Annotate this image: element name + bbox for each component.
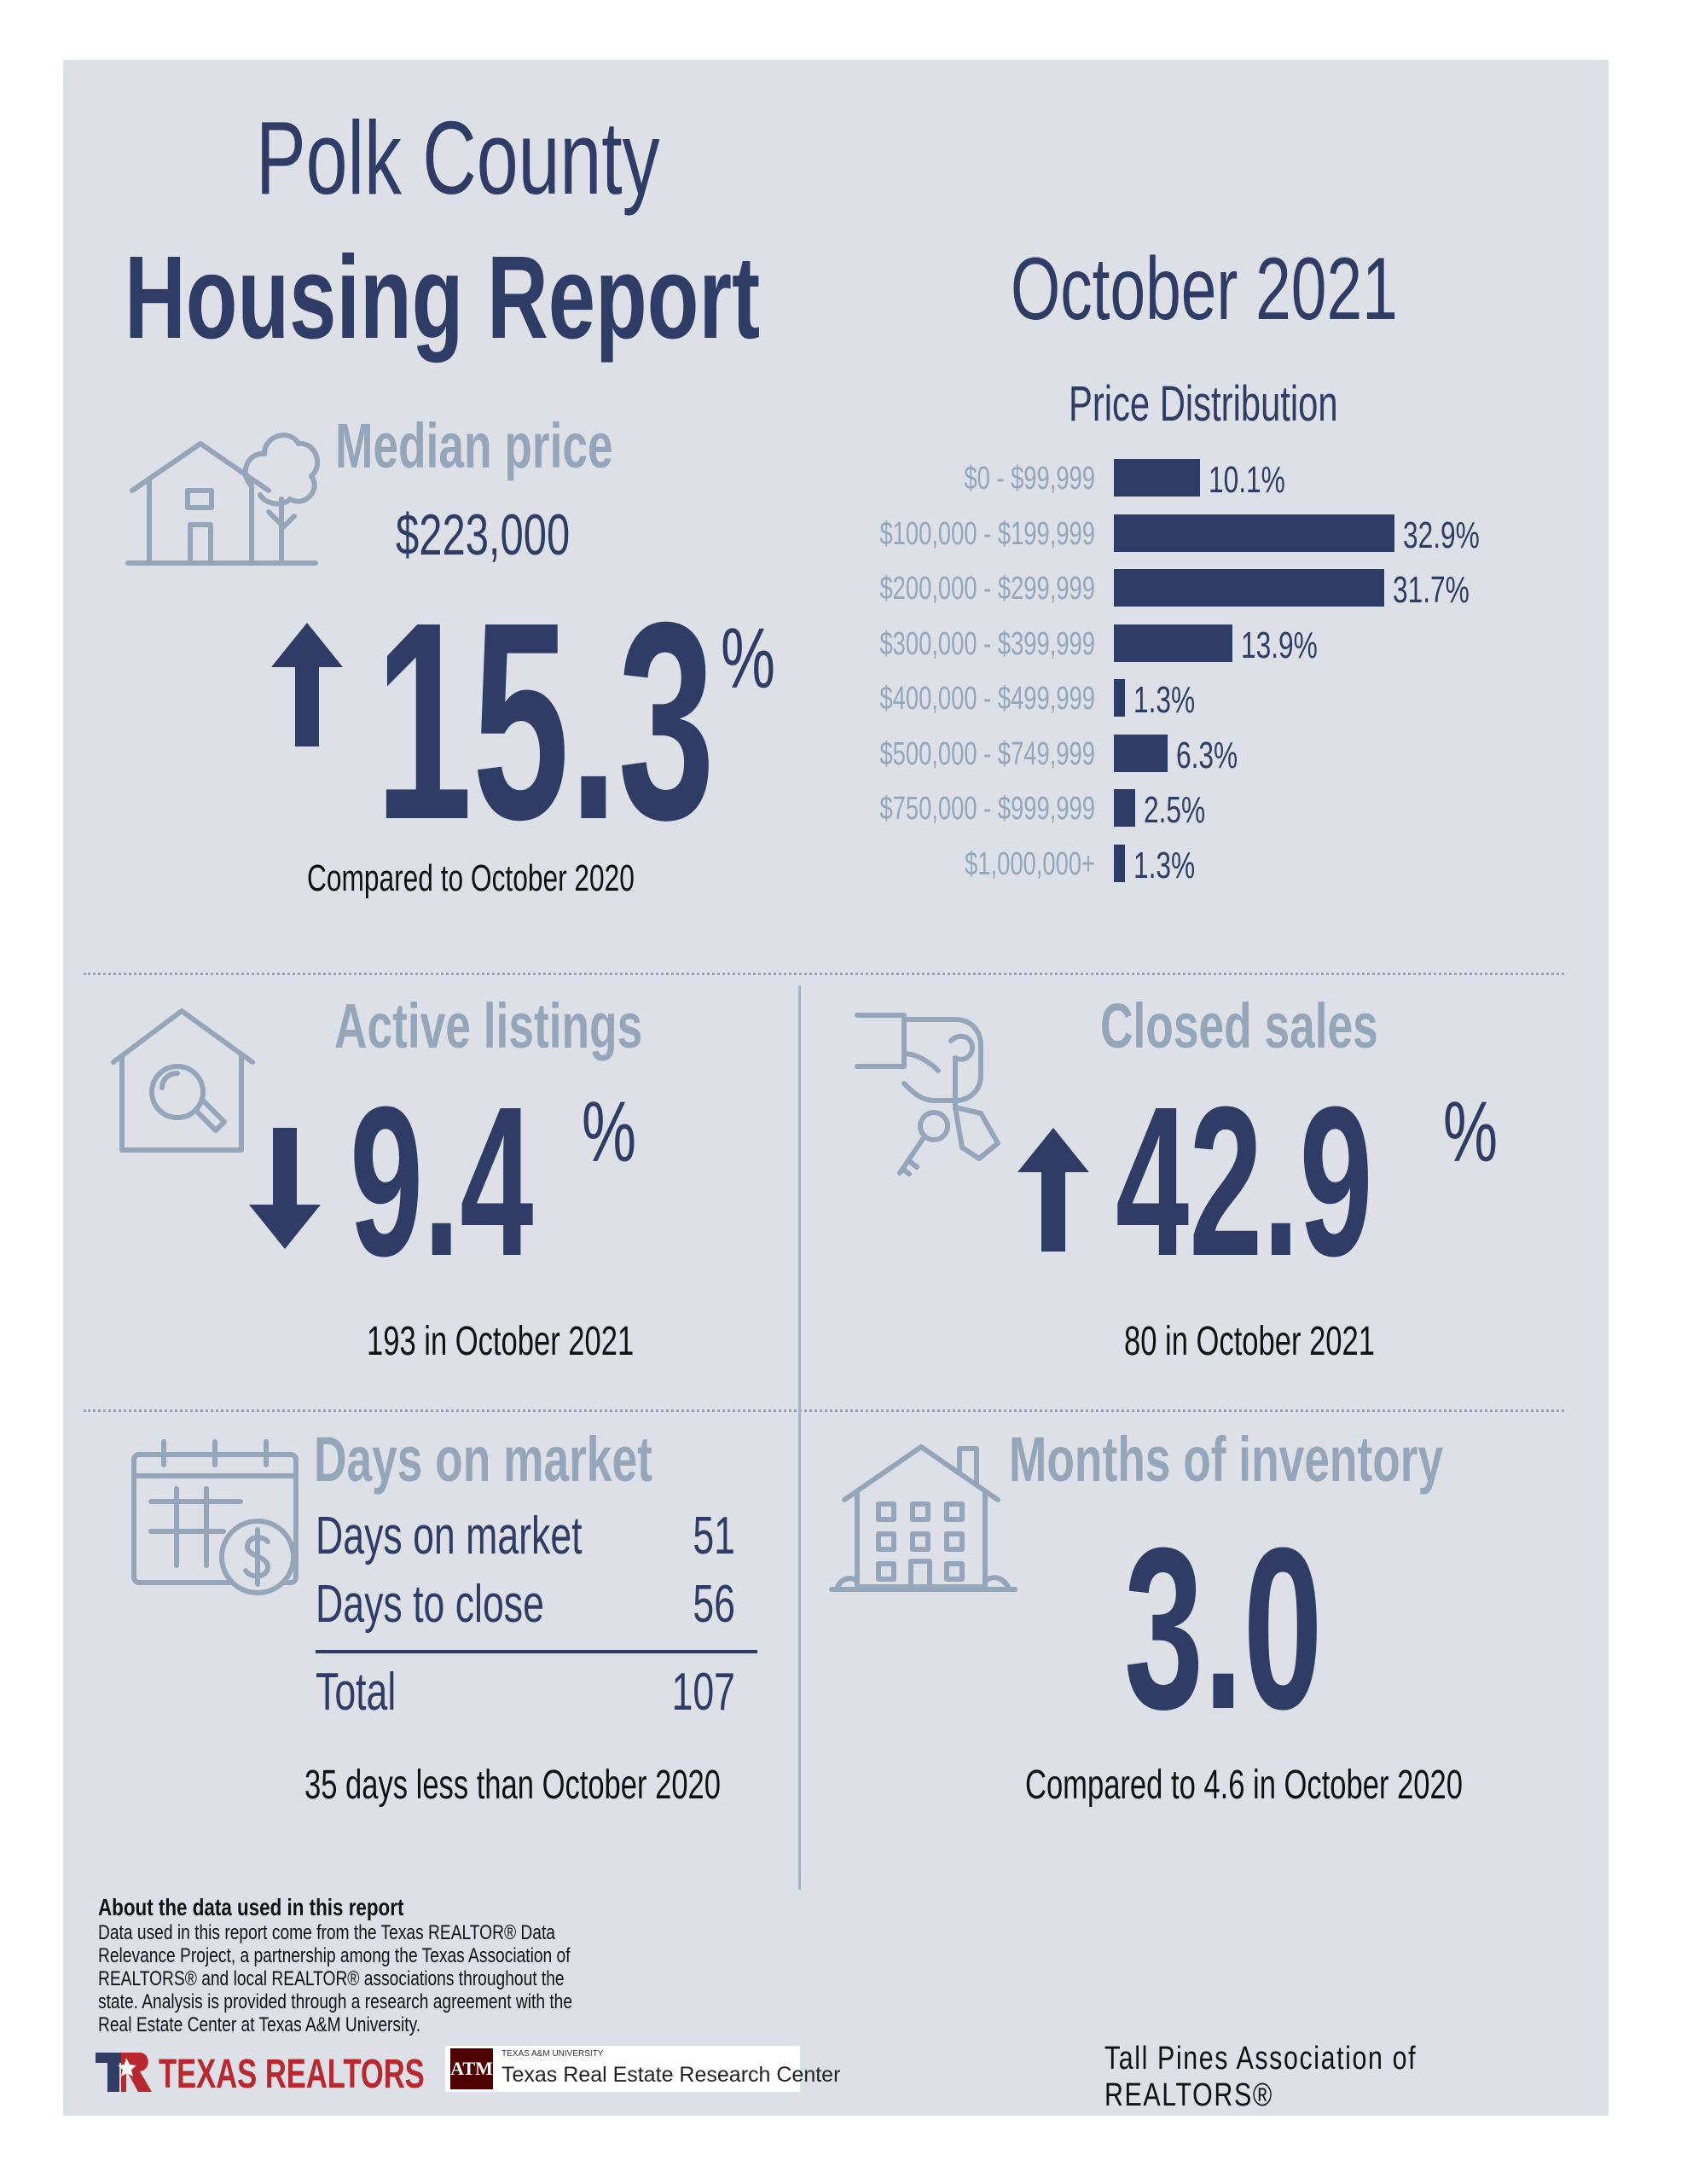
report-month: October 2021: [1011, 240, 1398, 339]
price-bar-value: 2.5%: [1144, 789, 1206, 831]
house-search-icon: [111, 1008, 255, 1153]
column-divider: [798, 985, 801, 1890]
price-bar-value: 32.9%: [1403, 514, 1480, 556]
price-range-label: $0 - $99,999: [964, 461, 1095, 497]
about-data-title: About the data used in this report: [98, 1894, 404, 1920]
active-listings-count: 193 in October 2021: [367, 1319, 635, 1364]
days-on-market-comparison: 35 days less than October 2020: [304, 1763, 721, 1808]
calendar-dollar-icon: [131, 1439, 299, 1595]
tamu-university-label: TEXAS A&M UNIVERSITY: [501, 2049, 604, 2059]
arrow-up-icon: [1017, 1128, 1089, 1252]
arrow-down-icon: [249, 1128, 321, 1249]
days-on-market-label: Days on market: [314, 1424, 652, 1495]
months-inventory-label: Months of inventory: [1009, 1424, 1444, 1495]
price-bar-value: 6.3%: [1176, 734, 1238, 776]
about-data-text: Data used in this report come from the T…: [98, 1921, 573, 2036]
section-divider: [84, 1409, 1564, 1412]
dtc-row-label: Days to close: [316, 1575, 544, 1634]
tamu-center-name: Texas Real Estate Research Center: [501, 2063, 841, 2087]
price-bar: [1114, 624, 1232, 662]
months-inventory-value: 3.0: [1124, 1501, 1323, 1757]
price-range-label: $1,000,000+: [965, 845, 1095, 882]
texas-realtors-logo-text: TEXAS REALTORS: [159, 2052, 425, 2097]
price-range-label: $750,000 - $999,999: [879, 791, 1095, 827]
price-bar-value: 1.3%: [1133, 844, 1196, 886]
percent-sign: %: [721, 611, 776, 706]
price-range-label: $100,000 - $199,999: [879, 515, 1095, 552]
tamu-mark-icon: ATM: [450, 2048, 493, 2089]
price-bar-value: 31.7%: [1393, 569, 1470, 611]
dtc-row-value: 56: [693, 1575, 735, 1634]
total-value: 107: [671, 1663, 735, 1722]
median-price-change: 15.3: [375, 563, 716, 878]
building-icon: [829, 1444, 1017, 1592]
price-bar: [1114, 514, 1394, 552]
price-range-label: $400,000 - $499,999: [879, 681, 1095, 717]
closed-sales-count: 80 in October 2021: [1124, 1319, 1375, 1364]
price-range-label: $200,000 - $299,999: [879, 571, 1095, 607]
price-bar-value: 13.9%: [1241, 624, 1318, 666]
percent-sign: %: [1443, 1084, 1499, 1180]
median-price-label: Median price: [335, 410, 613, 481]
price-bar: [1114, 569, 1384, 607]
closed-sales-label: Closed sales: [1100, 990, 1378, 1061]
price-distribution-title: Price Distribution: [1069, 376, 1338, 432]
percent-sign: %: [582, 1084, 637, 1180]
hand-keys-icon: [855, 1013, 1000, 1176]
closed-sales-change: 42.9: [1116, 1062, 1373, 1300]
dom-row-value: 51: [693, 1507, 735, 1565]
house-tree-icon: [125, 433, 321, 566]
price-bar: [1114, 844, 1125, 882]
months-inventory-comparison: Compared to 4.6 in October 2020: [1025, 1763, 1463, 1808]
median-price-value: $223,000: [396, 502, 571, 567]
dom-row-label: Days on market: [316, 1507, 583, 1565]
price-bar-value: 1.3%: [1133, 679, 1196, 721]
arrow-up-icon: [271, 623, 343, 746]
price-range-label: $300,000 - $399,999: [879, 625, 1095, 662]
total-label: Total: [316, 1663, 397, 1722]
median-price-comparison: Compared to October 2020: [307, 857, 635, 899]
association-name: Tall Pines Association of REALTORS®: [1104, 2041, 1417, 2113]
price-bar: [1114, 679, 1125, 717]
title-line1: Polk County: [256, 100, 660, 216]
price-bar: [1114, 734, 1168, 772]
section-divider: [84, 973, 1564, 975]
tamu-logo-box: [445, 2046, 800, 2092]
active-listings-change: 9.4: [350, 1062, 534, 1300]
total-divider: [316, 1650, 757, 1653]
texas-realtors-logo-icon: [96, 2053, 152, 2092]
active-listings-label: Active listings: [334, 990, 643, 1061]
price-bar-value: 10.1%: [1209, 459, 1285, 501]
price-bar: [1114, 789, 1135, 827]
price-range-label: $500,000 - $749,999: [879, 735, 1095, 772]
title-line2: Housing Report: [125, 232, 761, 363]
report-panel: [63, 60, 1609, 2116]
price-bar: [1114, 459, 1200, 497]
